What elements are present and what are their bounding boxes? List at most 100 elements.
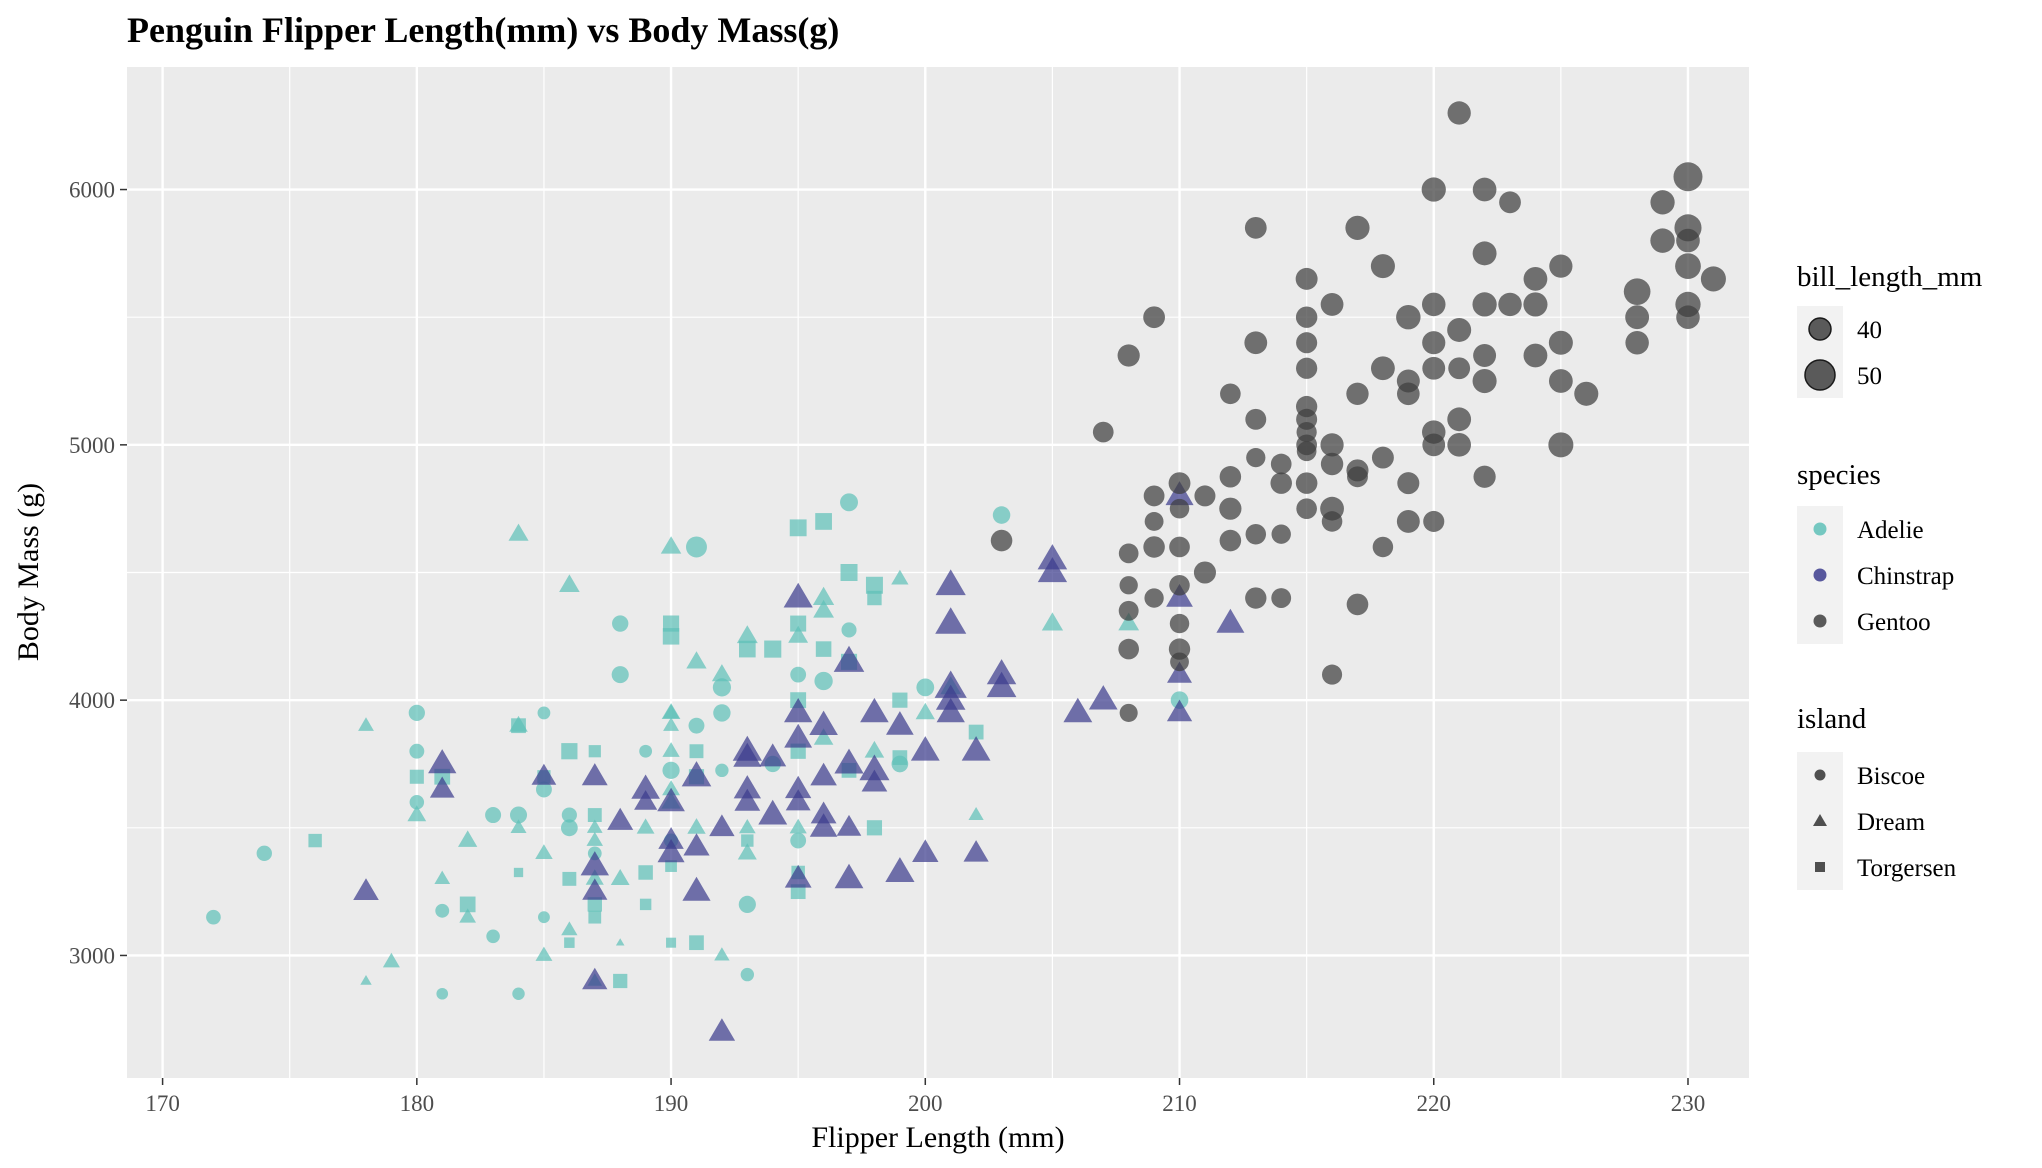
data-point-adelie-dream xyxy=(1118,612,1140,631)
data-point-adelie-biscoe xyxy=(686,536,707,558)
data-point-adelie-torgersen xyxy=(587,808,602,822)
data-point-adelie-dream xyxy=(508,523,529,541)
data-point-gentoo-biscoe xyxy=(1169,536,1190,558)
data-point-gentoo-biscoe xyxy=(1346,593,1369,616)
legend-swatch-chinstrap xyxy=(1813,568,1827,582)
data-point-adelie-dream xyxy=(662,704,680,719)
x-tick-label: 210 xyxy=(1162,1091,1197,1116)
data-point-gentoo-biscoe xyxy=(1320,293,1344,316)
data-point-chinstrap-dream xyxy=(607,807,634,830)
data-point-chinstrap-dream xyxy=(733,775,761,799)
data-point-gentoo-biscoe xyxy=(1396,509,1420,533)
data-point-adelie-dream xyxy=(586,831,603,846)
data-point-gentoo-biscoe xyxy=(1523,343,1548,368)
data-point-adelie-dream xyxy=(739,819,756,834)
data-point-gentoo-biscoe xyxy=(1370,254,1395,279)
data-point-adelie-dream xyxy=(586,819,603,833)
data-point-adelie-biscoe xyxy=(256,845,272,862)
data-point-adelie-dream xyxy=(662,780,680,796)
data-point-adelie-torgersen xyxy=(665,860,677,872)
data-point-adelie-dream xyxy=(458,830,478,847)
data-point-chinstrap-dream xyxy=(1088,685,1118,710)
data-point-gentoo-biscoe xyxy=(1548,369,1573,393)
data-point-gentoo-biscoe xyxy=(1244,216,1267,239)
data-point-chinstrap-dream xyxy=(428,749,457,774)
data-point-gentoo-biscoe xyxy=(1447,317,1472,342)
data-point-adelie-dream xyxy=(663,717,679,731)
data-point-chinstrap-dream xyxy=(833,645,865,672)
legend-size-title: bill_length_mm xyxy=(1797,261,1983,293)
data-point-adelie-dream xyxy=(585,869,604,885)
legend-species-label-adelie: Adelie xyxy=(1857,517,1924,544)
data-point-gentoo-biscoe xyxy=(1499,191,1521,214)
y-tick-label: 5000 xyxy=(69,433,115,458)
data-point-adelie-biscoe xyxy=(790,832,807,849)
data-point-chinstrap-dream xyxy=(531,763,557,785)
data-point-adelie-dream xyxy=(510,819,527,833)
data-point-adelie-torgersen xyxy=(638,865,653,880)
data-point-adelie-torgersen xyxy=(739,640,756,658)
data-point-adelie-torgersen xyxy=(459,896,476,913)
data-point-adelie-biscoe xyxy=(612,615,629,632)
data-point-adelie-torgersen xyxy=(666,937,677,948)
data-point-gentoo-biscoe xyxy=(1548,330,1573,355)
x-tick-label: 180 xyxy=(400,1091,435,1116)
data-point-chinstrap-dream xyxy=(986,659,1017,685)
data-point-gentoo-biscoe xyxy=(1144,588,1164,608)
data-point-adelie-dream xyxy=(737,843,757,860)
legend-size-marker-50 xyxy=(1804,359,1836,391)
x-tick-label: 220 xyxy=(1417,1091,1452,1116)
data-point-gentoo-biscoe xyxy=(1422,433,1446,457)
data-point-gentoo-biscoe xyxy=(1423,510,1445,532)
data-point-gentoo-biscoe xyxy=(1295,267,1318,290)
data-point-adelie-torgersen xyxy=(892,750,908,765)
x-axis-title: Flipper Length (mm) xyxy=(811,1121,1064,1154)
data-point-chinstrap-dream xyxy=(810,762,837,786)
data-point-adelie-dream xyxy=(864,740,885,758)
data-point-adelie-biscoe xyxy=(512,987,525,1000)
data-point-gentoo-biscoe xyxy=(1246,447,1266,468)
legend-size-marker-40 xyxy=(1808,317,1832,341)
data-point-chinstrap-dream xyxy=(963,840,989,862)
data-point-gentoo-biscoe xyxy=(1421,177,1446,202)
legend-size-label-50: 50 xyxy=(1857,363,1882,390)
data-point-gentoo-biscoe xyxy=(1472,368,1497,394)
data-point-adelie-dream xyxy=(789,818,807,834)
data-point-gentoo-biscoe xyxy=(1346,382,1369,405)
data-point-chinstrap-dream xyxy=(429,776,455,798)
data-point-chinstrap-dream xyxy=(961,736,991,761)
data-point-adelie-biscoe xyxy=(713,704,731,722)
legend-size-label-40: 40 xyxy=(1857,317,1882,344)
data-point-chinstrap-dream xyxy=(859,754,890,781)
legend-island-label-biscoe: Biscoe xyxy=(1857,763,1925,790)
data-point-gentoo-biscoe xyxy=(1143,306,1165,329)
data-point-gentoo-biscoe xyxy=(1219,466,1242,488)
data-point-gentoo-biscoe xyxy=(1676,228,1700,253)
data-point-adelie-biscoe xyxy=(662,761,680,779)
data-point-gentoo-biscoe xyxy=(1271,588,1292,608)
data-point-adelie-biscoe xyxy=(485,807,502,824)
data-point-adelie-dream xyxy=(686,651,707,669)
x-tick-label: 230 xyxy=(1671,1091,1706,1116)
data-point-adelie-torgersen xyxy=(513,867,524,878)
data-point-chinstrap-dream xyxy=(634,790,658,810)
data-point-gentoo-biscoe xyxy=(1118,638,1139,660)
data-point-adelie-torgersen xyxy=(867,590,882,606)
data-point-adelie-dream xyxy=(358,717,374,731)
data-point-gentoo-biscoe xyxy=(1245,523,1267,545)
y-tick-label: 4000 xyxy=(69,688,115,713)
data-point-gentoo-biscoe xyxy=(1296,441,1317,462)
data-point-gentoo-biscoe xyxy=(1117,344,1140,367)
data-point-adelie-dream xyxy=(360,975,372,985)
data-point-chinstrap-dream xyxy=(759,743,787,767)
chart-title: Penguin Flipper Length(mm) vs Body Mass(… xyxy=(127,10,839,50)
data-point-adelie-torgersen xyxy=(764,640,782,658)
data-point-gentoo-biscoe xyxy=(1447,407,1472,432)
data-point-chinstrap-dream xyxy=(886,711,914,735)
data-point-gentoo-biscoe xyxy=(1422,331,1446,355)
data-point-adelie-biscoe xyxy=(814,671,833,691)
data-point-gentoo-biscoe xyxy=(1219,529,1242,552)
data-point-chinstrap-dream xyxy=(836,814,862,836)
data-point-gentoo-biscoe xyxy=(1118,543,1139,564)
data-point-adelie-dream xyxy=(610,869,630,885)
